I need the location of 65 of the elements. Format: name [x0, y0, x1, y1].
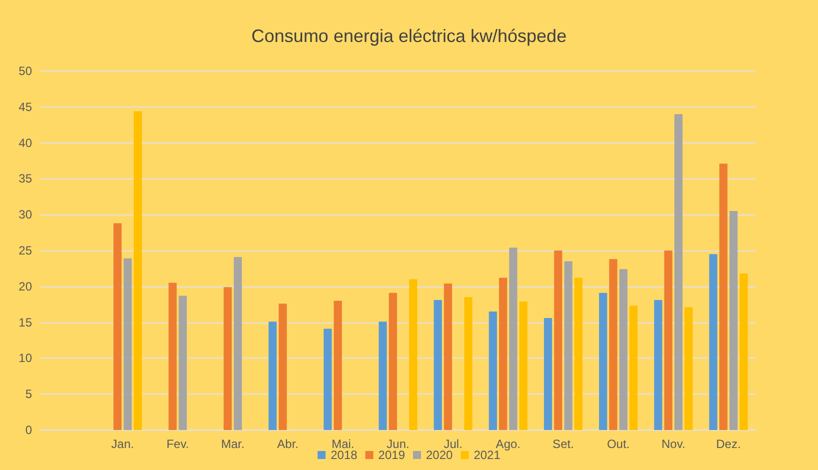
legend-label: 2018: [330, 448, 358, 462]
bar: [113, 223, 122, 430]
y-tick-label: 45: [18, 100, 32, 114]
y-tick-label: 10: [18, 351, 32, 366]
y-tick-label: 25: [18, 244, 32, 258]
bar: [464, 297, 472, 430]
y-tick-label: 0: [25, 423, 32, 437]
bar: [134, 111, 142, 430]
chart-title: Consumo energia eléctrica kw/hóspede: [251, 26, 567, 46]
bar: [168, 282, 177, 430]
bar: [544, 318, 552, 430]
bar: [574, 278, 583, 430]
bar: [334, 300, 342, 430]
y-tick-label: 30: [18, 208, 32, 222]
bar: [388, 292, 397, 430]
bar: [434, 300, 442, 430]
bar: [124, 258, 132, 430]
bar: [488, 312, 497, 430]
x-tick-label: Fev.: [166, 437, 189, 451]
bar: [519, 301, 528, 430]
legend-label: 2019: [378, 448, 406, 462]
x-tick-label: Set.: [552, 437, 574, 451]
x-tick-label: Mar.: [221, 437, 244, 451]
bar: [740, 273, 748, 430]
bar: [378, 322, 387, 430]
bar: [499, 278, 508, 430]
bar: [729, 211, 738, 430]
bar: [619, 269, 628, 430]
bar: [324, 328, 332, 430]
bar: [684, 307, 693, 430]
x-tick-label: Jun.: [386, 437, 410, 451]
bar: [554, 250, 562, 430]
bar: [654, 300, 662, 430]
bar: [709, 254, 718, 430]
bar: [444, 284, 452, 430]
x-tick-label: Dez.: [716, 437, 741, 451]
x-tick-label: Nov.: [661, 437, 686, 451]
legend-label: 2020: [426, 448, 454, 462]
bar: [509, 248, 518, 430]
x-tick-label: Ago.: [496, 437, 520, 451]
bar: [719, 164, 728, 430]
x-tick-label: Out.: [606, 437, 630, 451]
bar: [224, 287, 232, 430]
bar: [599, 292, 608, 430]
y-tick-label: 5: [25, 387, 32, 402]
x-tick-label: Mai.: [332, 437, 354, 451]
bar: [609, 259, 618, 430]
bar: [234, 256, 242, 430]
bar: [278, 304, 287, 430]
y-tick-label: 50: [18, 64, 32, 78]
y-tick-label: 15: [18, 315, 32, 330]
bar: [564, 261, 572, 430]
x-tick-label: Jan.: [111, 437, 134, 451]
bar: [178, 296, 187, 430]
bar: [268, 322, 277, 430]
bar: [664, 250, 672, 430]
bar: [409, 279, 418, 430]
bar: [674, 114, 683, 430]
y-tick-label: 35: [18, 172, 32, 186]
bar: [629, 306, 638, 430]
x-tick-label: Jul.: [444, 437, 462, 451]
y-tick-label: 40: [18, 136, 32, 150]
x-tick-label: Abr.: [277, 437, 299, 451]
y-tick-label: 20: [18, 279, 32, 294]
legend-label: 2021: [474, 448, 501, 462]
